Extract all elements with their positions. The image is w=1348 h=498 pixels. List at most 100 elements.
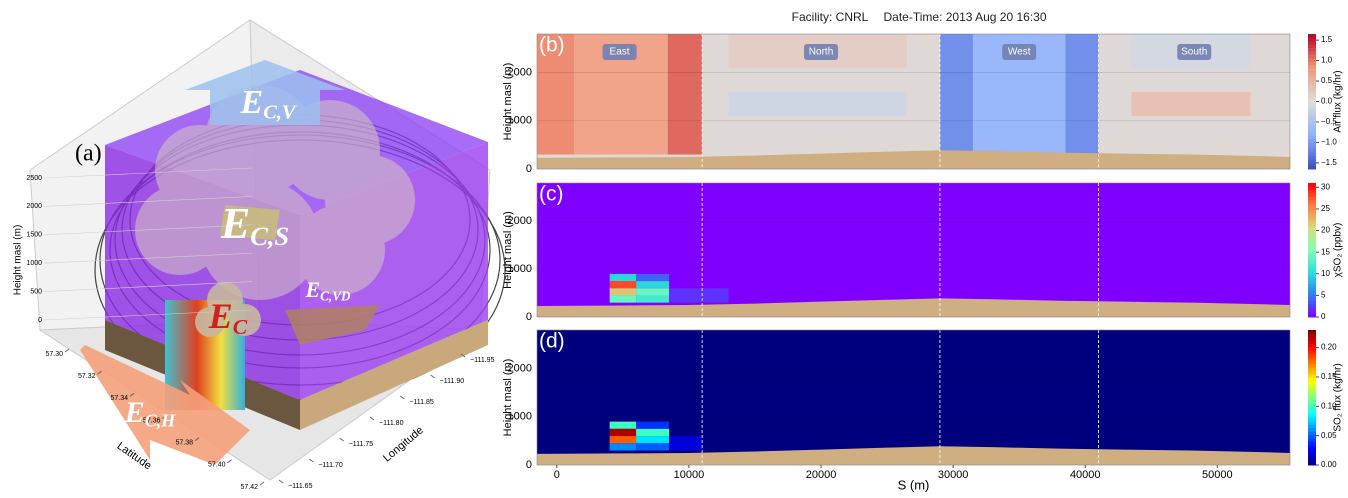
colorbar-swatch xyxy=(1308,50,1316,55)
colorbar-tick-label: 0.05 xyxy=(1321,431,1337,440)
arrow-horizontal xyxy=(80,345,250,465)
colorbar-swatch xyxy=(1308,186,1316,191)
lat-tick xyxy=(129,392,135,397)
colorbar-swatch xyxy=(1308,306,1316,311)
section-label: South xyxy=(1181,47,1207,58)
heatmap-cell xyxy=(636,436,670,444)
plot-frame xyxy=(536,182,1291,318)
panel-label: (c) xyxy=(539,183,564,206)
lon-tick-label: −111.70 xyxy=(318,462,343,469)
colorbar-tick-label: 0.5 xyxy=(1321,76,1333,85)
colorbar-swatch xyxy=(1308,37,1316,42)
heatmap-cell xyxy=(609,443,637,451)
panel-label: (a) xyxy=(75,141,102,167)
colorbar-swatch xyxy=(1308,199,1316,204)
y-tick-label: 2000 xyxy=(508,362,532,374)
z-tick-label: 2500 xyxy=(26,175,42,182)
section-label-box xyxy=(1002,44,1037,60)
colorbar-swatch xyxy=(1308,404,1316,409)
colorbar-swatch xyxy=(1308,303,1316,308)
colorbar-swatch xyxy=(1308,193,1316,197)
colorbar-swatch xyxy=(1308,40,1316,45)
lon-tick-label: −111.85 xyxy=(409,399,434,406)
flux-subscript: C xyxy=(233,315,248,339)
heatmap-cell xyxy=(939,34,973,155)
colorbar-swatch xyxy=(1308,293,1316,298)
colorbar-tick-label: 0.10 xyxy=(1321,401,1337,410)
colorbar-swatch xyxy=(1308,152,1316,156)
colorbar-swatch xyxy=(1308,131,1316,136)
colorbar-swatch xyxy=(1308,330,1316,334)
flux-annotation: EC,S xyxy=(220,199,289,251)
heatmap-cell xyxy=(609,288,637,296)
terrain xyxy=(537,446,1290,465)
flux-symbol: E xyxy=(240,84,264,121)
colorbar-swatch xyxy=(1308,390,1316,395)
colorbar-swatch xyxy=(1308,47,1316,52)
colorbar-swatch xyxy=(1308,189,1316,194)
lat-tick-label: 57.38 xyxy=(175,440,193,447)
section-label: East xyxy=(610,47,630,58)
lon-tick-label: −111.80 xyxy=(379,420,404,427)
colorbar-swatch xyxy=(1308,451,1316,456)
colorbar-swatch xyxy=(1308,340,1316,344)
colorbar-swatch xyxy=(1308,414,1316,419)
lat-tick xyxy=(97,370,102,375)
colorbar-tick-label: −1.0 xyxy=(1321,138,1337,147)
heatmap-cell xyxy=(609,281,637,289)
heatmap-cell xyxy=(537,34,574,155)
z-grid-line xyxy=(43,224,253,236)
colorbar-swatch xyxy=(1308,183,1316,187)
colorbar-tick-label: 0.20 xyxy=(1321,343,1337,352)
lon-axis-label: Longitude xyxy=(381,424,426,464)
heatmap-cell xyxy=(728,91,907,116)
lat-tick xyxy=(194,437,200,442)
lon-tick xyxy=(400,395,405,400)
colorbar-tick-label: 30 xyxy=(1321,182,1330,191)
colorbar-swatch xyxy=(1308,407,1316,412)
colorbar-tick-label: 0.0 xyxy=(1321,97,1333,106)
colorbar-swatch xyxy=(1308,111,1316,116)
flux-annotation: EC xyxy=(208,296,248,339)
colorbar-swatch xyxy=(1308,148,1316,153)
colorbar-tick-label: 5 xyxy=(1321,290,1326,299)
flux-annotation: EC,VD xyxy=(304,277,351,303)
heatmap-cell xyxy=(669,288,729,303)
colorbar-swatch xyxy=(1308,290,1316,295)
y-axis-label: Height masl (m) xyxy=(502,359,514,437)
colorbar-swatch xyxy=(1308,203,1316,207)
colorbar-swatch xyxy=(1308,54,1316,59)
colorbar-swatch xyxy=(1308,121,1316,126)
y-tick-label: 0 xyxy=(526,163,532,175)
z-grid-line xyxy=(43,252,253,264)
lat-tick xyxy=(227,459,232,464)
colorbar-swatch xyxy=(1308,256,1316,261)
z-tick-label: 0 xyxy=(38,317,42,324)
colorbar-label: Air flux (kg/hr) xyxy=(1333,70,1344,132)
colorbar-swatch xyxy=(1308,57,1316,62)
colorbar-swatch xyxy=(1308,243,1316,248)
lat-tick-label: 57.36 xyxy=(143,417,161,424)
z-tick-label: 2000 xyxy=(26,203,42,210)
panel-a: (a) Height masl (m) Latitude Longitude xyxy=(13,19,506,481)
colorbar-swatch xyxy=(1308,384,1316,388)
lat-tick-label: 57.40 xyxy=(208,462,226,469)
arrow-deposition xyxy=(285,305,380,345)
colorbar-swatch xyxy=(1308,458,1316,463)
colorbar-swatch xyxy=(1308,263,1316,268)
colorbar-swatch xyxy=(1308,88,1316,92)
colorbar-swatch xyxy=(1308,350,1316,355)
y-axis-label: Height masl (m) xyxy=(502,63,514,141)
colorbar-swatch xyxy=(1308,387,1316,392)
heatmap-cell xyxy=(636,288,670,296)
colorbar-swatch xyxy=(1308,98,1316,102)
colorbar-swatch xyxy=(1308,380,1316,385)
z-tick-label: 1500 xyxy=(26,232,42,239)
colorbar-swatch xyxy=(1308,270,1316,274)
colorbar-swatch xyxy=(1308,260,1316,264)
lat-tick xyxy=(64,348,70,353)
colorbar-label: SO₂ flux (kg/hr) xyxy=(1333,363,1344,431)
colorbar-swatch xyxy=(1308,158,1316,163)
y-tick-label: 2000 xyxy=(508,215,532,227)
